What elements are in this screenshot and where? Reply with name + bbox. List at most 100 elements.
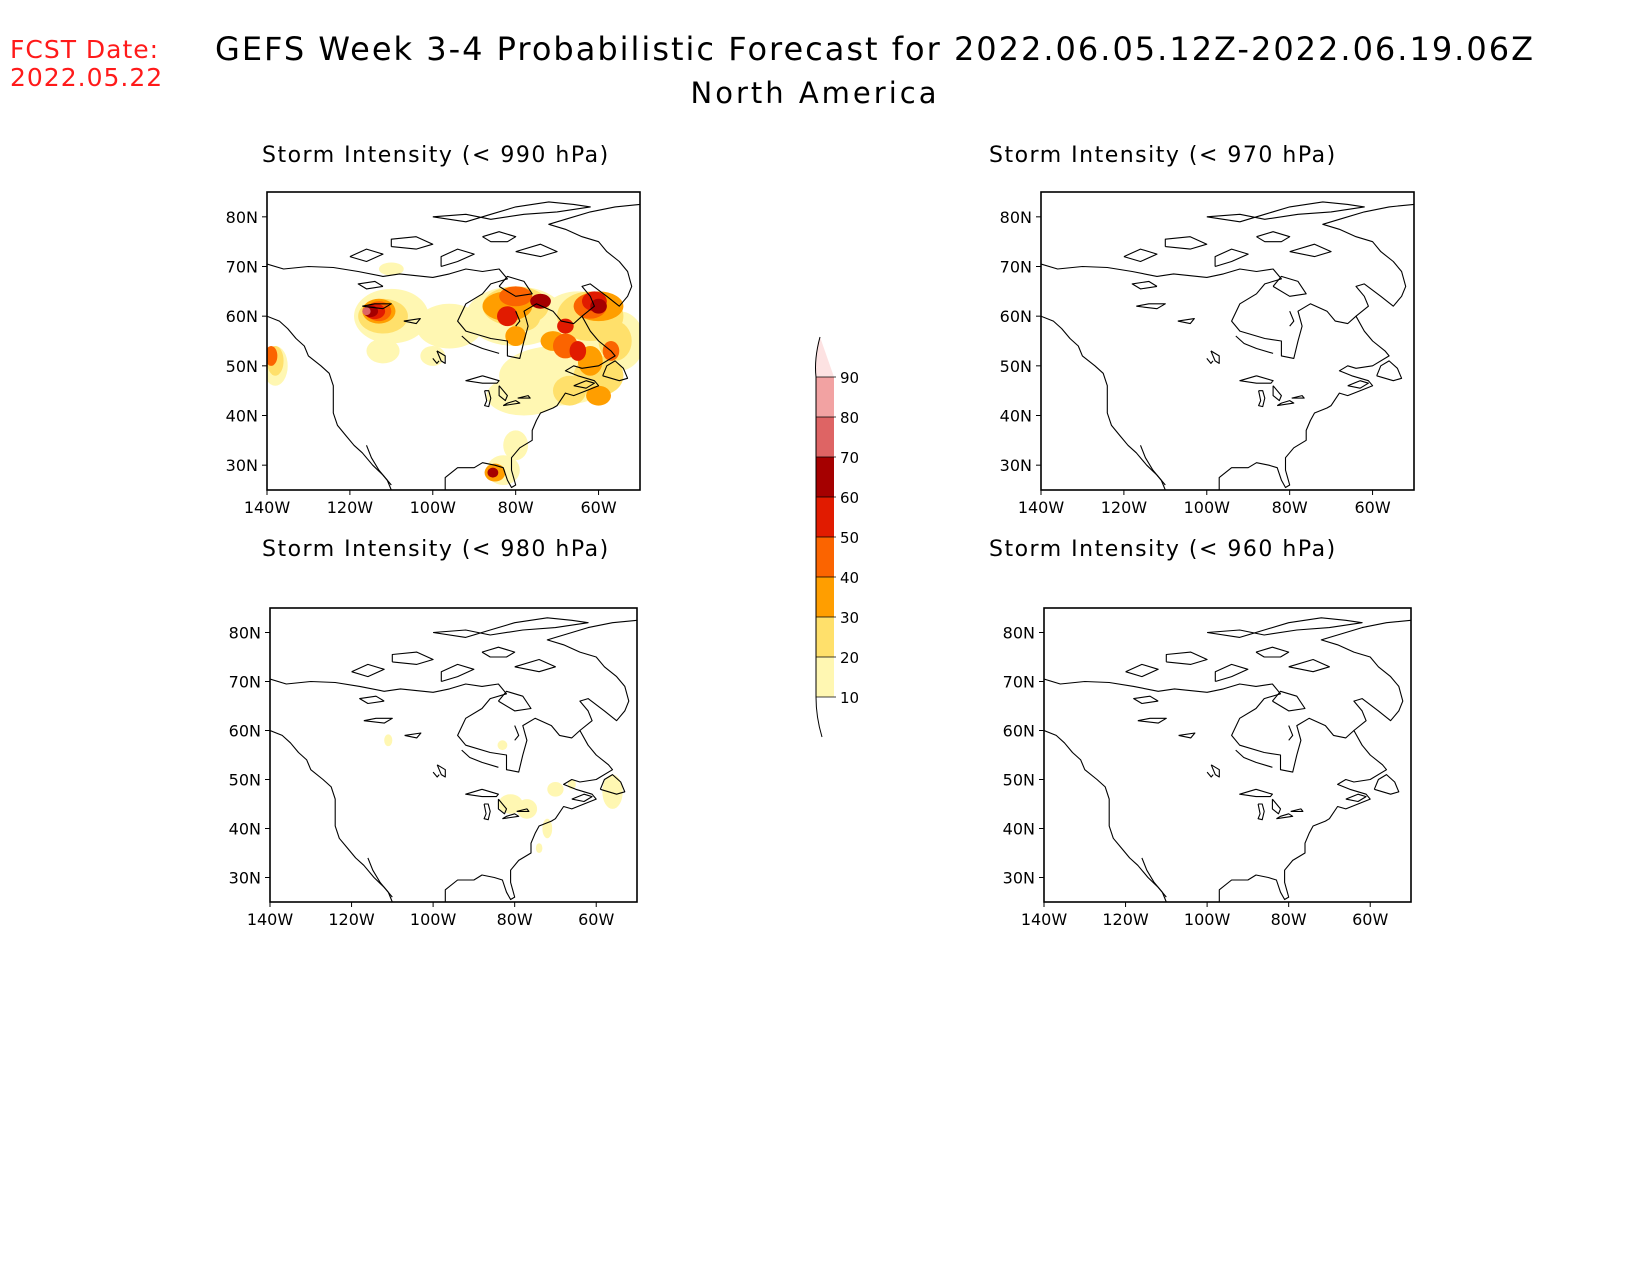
- coastline: [440, 248, 475, 268]
- colorbar-label: 20: [840, 649, 859, 667]
- coastline: [465, 375, 500, 384]
- map-frame: [1040, 191, 1415, 491]
- coastline: [481, 646, 516, 658]
- coastline: [1136, 303, 1166, 310]
- lat-tick-label: 50N: [1003, 771, 1035, 790]
- panel-title-970: Storm Intensity (< 970 hPa): [989, 143, 1337, 168]
- map-panel-990: 80N 70N 60N 50N 40N 30N 140W 120W 100W 80W 60W: [226, 191, 641, 517]
- coastline: [1258, 390, 1266, 408]
- lat-tick-label: 80N: [1000, 208, 1032, 227]
- lon-tick-label: 140W: [247, 910, 294, 929]
- probability-area: [535, 843, 543, 853]
- coastline: [1131, 280, 1158, 290]
- coastline: [357, 280, 384, 290]
- page-title: GEFS Week 3-4 Probabilistic Forecast for…: [215, 30, 1535, 68]
- coastline: [432, 771, 440, 778]
- lat-tick-label: 40N: [229, 820, 261, 839]
- coastline: [515, 243, 558, 258]
- probability-area: [420, 345, 446, 366]
- forecast-date-label: FCST Date: 2022.05.22: [10, 36, 163, 92]
- coastline: [1214, 248, 1249, 268]
- coastline: [367, 857, 393, 902]
- lon-tick-label: 140W: [1021, 910, 1068, 929]
- coastline: [498, 385, 508, 402]
- coastline: [461, 335, 500, 354]
- lon-tick-label: 120W: [328, 910, 375, 929]
- lat-tick-label: 50N: [229, 771, 261, 790]
- coastline: [1320, 619, 1411, 731]
- probability-area: [267, 345, 278, 366]
- coastline: [516, 808, 530, 812]
- forecast-date-caption: FCST Date:: [10, 35, 160, 64]
- probability-area: [378, 262, 404, 276]
- lon-tick-label: 80W: [498, 498, 534, 517]
- colorbar-label: 10: [840, 689, 859, 707]
- coastline: [515, 310, 521, 327]
- coastline: [1373, 774, 1400, 795]
- coastline: [1206, 201, 1365, 223]
- coastline: [465, 788, 499, 798]
- coastline: [548, 203, 640, 317]
- panel-title-960: Storm Intensity (< 960 hPa): [989, 537, 1337, 562]
- colorbar-segment: [816, 577, 834, 617]
- coastline: [1276, 400, 1295, 407]
- coastline: [404, 732, 422, 739]
- lat-tick-label: 60N: [229, 722, 261, 741]
- lat-tick-label: 30N: [1000, 456, 1032, 475]
- lat-tick-label: 60N: [226, 307, 258, 326]
- coastline: [517, 395, 531, 399]
- lon-tick-label: 120W: [1101, 498, 1148, 517]
- coastline: [461, 749, 499, 768]
- forecast-date-value: 2022.05.22: [10, 63, 164, 92]
- lat-tick-label: 70N: [1000, 258, 1032, 277]
- coastline: [1177, 318, 1195, 325]
- coastline: [1178, 732, 1196, 739]
- coastline: [363, 717, 393, 724]
- coastline: [270, 729, 393, 898]
- lon-tick-label: 100W: [1184, 498, 1231, 517]
- lat-tick-label: 40N: [1000, 407, 1032, 426]
- coastline: [484, 390, 492, 408]
- coastline: [546, 619, 637, 731]
- coastline: [1164, 236, 1208, 250]
- coastline: [391, 651, 434, 665]
- lon-tick-label: 140W: [244, 498, 291, 517]
- lon-tick-label: 100W: [410, 498, 457, 517]
- coastline: [1044, 729, 1167, 898]
- map-frame: [1043, 607, 1412, 903]
- coastline: [1322, 203, 1414, 317]
- coastline: [362, 303, 392, 310]
- colorbar-segment: [816, 337, 834, 377]
- coastline: [432, 358, 440, 364]
- page-subtitle: North America: [690, 76, 940, 110]
- colorbar-label: 70: [840, 449, 859, 467]
- map-panel-960: 80N 70N 60N 50N 40N 30N 140W 120W 100W 80W 60W: [1003, 607, 1412, 929]
- lon-tick-label: 140W: [1018, 498, 1065, 517]
- colorbar-label: 90: [840, 369, 859, 387]
- probability-area: [552, 375, 587, 406]
- lon-tick-label: 120W: [327, 498, 374, 517]
- coastline: [502, 813, 520, 820]
- colorbar-segment: [816, 617, 834, 657]
- probability-area: [505, 326, 527, 346]
- coastline: [440, 663, 475, 683]
- coastline: [1210, 764, 1220, 778]
- lat-tick-label: 70N: [226, 258, 258, 277]
- probability-area: [586, 385, 611, 406]
- lon-tick-label: 80W: [1272, 498, 1308, 517]
- coastline: [1376, 360, 1403, 382]
- coastline: [497, 690, 532, 712]
- coastline: [514, 658, 556, 673]
- lat-tick-label: 40N: [1003, 820, 1035, 839]
- lat-tick-label: 30N: [226, 456, 258, 475]
- coastline: [602, 360, 629, 382]
- coastline: [1041, 263, 1390, 490]
- coastline: [1141, 857, 1167, 902]
- probability-area: [590, 298, 607, 314]
- coastline: [1210, 350, 1220, 364]
- coastline: [1239, 788, 1273, 798]
- probability-area: [362, 307, 371, 316]
- coastline: [498, 275, 533, 297]
